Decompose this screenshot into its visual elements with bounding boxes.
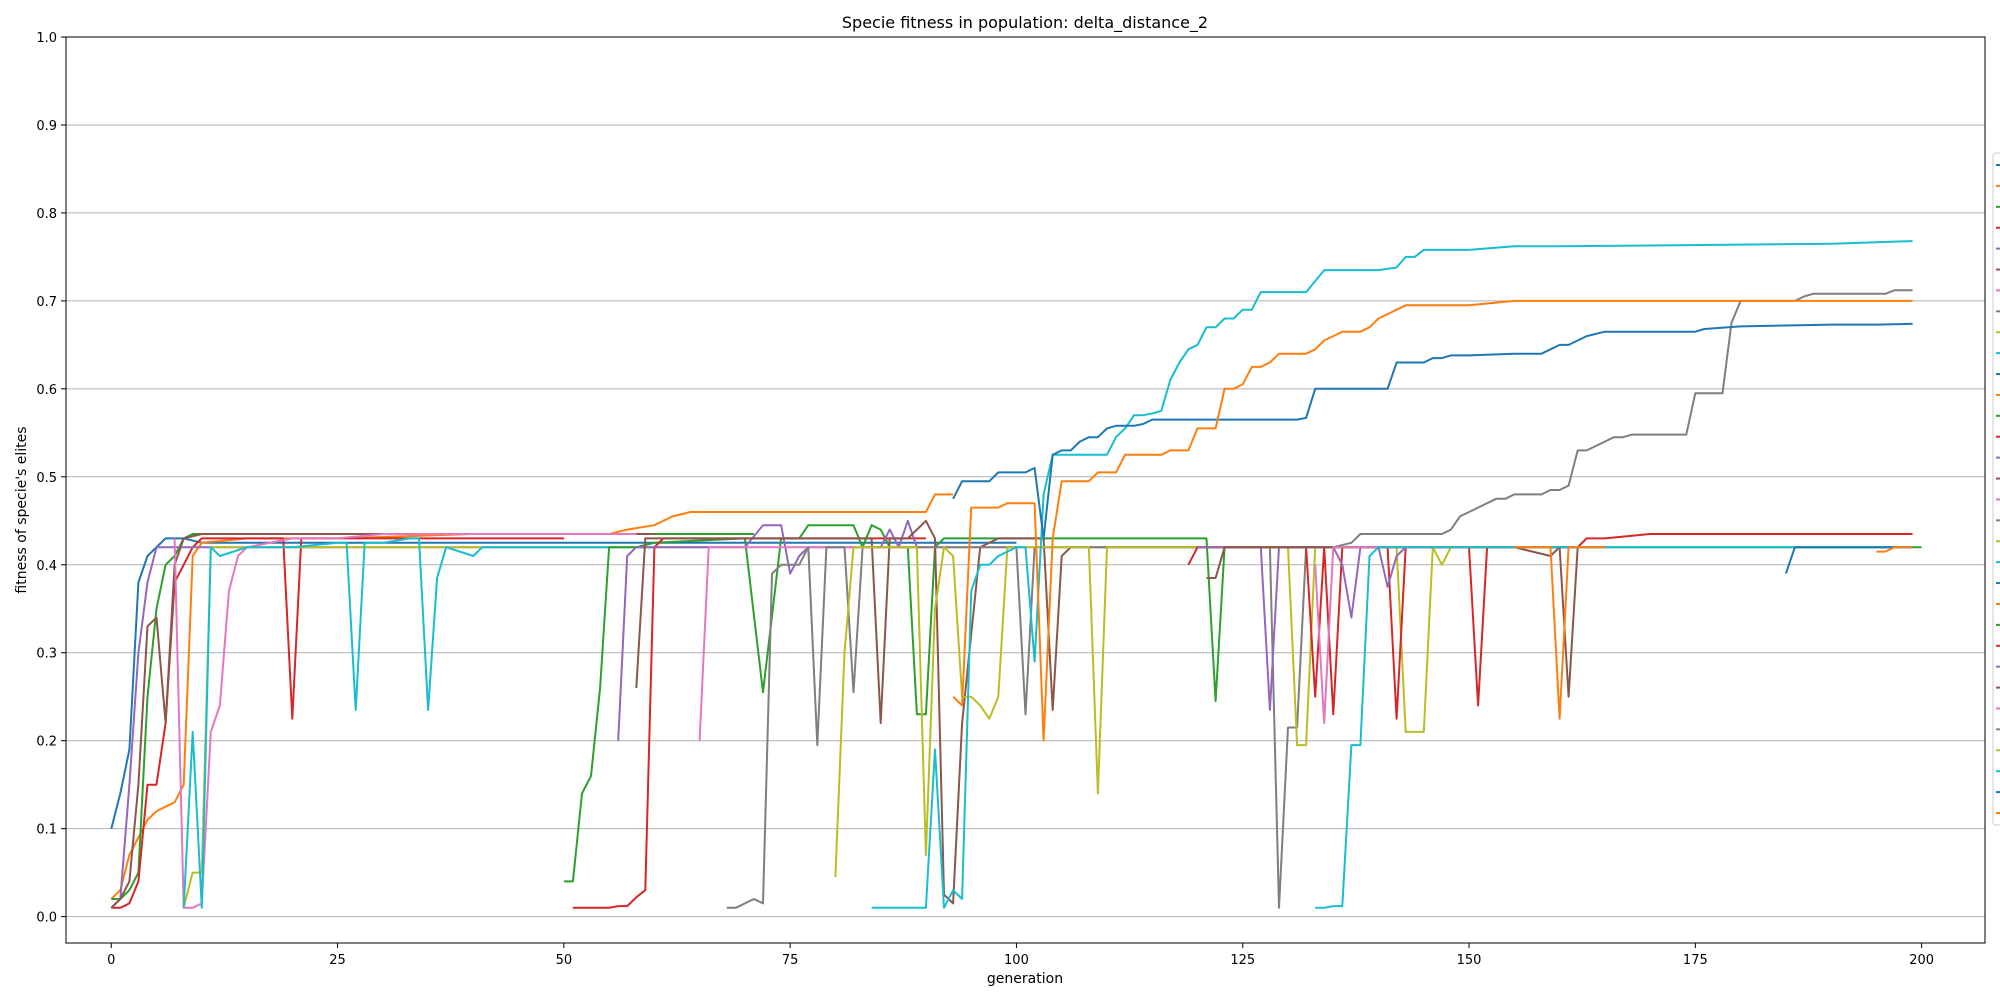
x-tick-label: 25	[329, 953, 346, 968]
gridlines	[66, 36, 1985, 918]
y-tick-label: 0.4	[36, 559, 57, 574]
y-tick-label: 0.3	[36, 647, 57, 662]
y-tick-label: 0.9	[36, 119, 57, 134]
x-tick-label: 75	[782, 953, 799, 968]
x-tick-label: 100	[1004, 953, 1029, 968]
y-tick-label: 0.6	[36, 383, 57, 398]
legend-box	[1992, 152, 2000, 826]
series-lines	[110, 240, 1922, 909]
plot-frame	[65, 36, 1986, 944]
series-line-17	[871, 240, 1913, 909]
series-line-3	[111, 533, 754, 900]
x-tick-label: 125	[1230, 953, 1255, 968]
legend	[1992, 152, 2000, 826]
series-line-25	[1514, 546, 1605, 720]
y-tick-label: 0.0	[36, 911, 57, 926]
y-axis-label: fitness of specie's elites	[14, 426, 30, 593]
chart-title: Specie fitness in population: delta_dist…	[842, 13, 1208, 33]
y-tick-label: 0.1	[36, 823, 57, 838]
series-line-9	[182, 537, 655, 909]
x-tick-label: 175	[1683, 953, 1708, 968]
x-tick-label: 200	[1909, 953, 1934, 968]
y-tick-label: 0.5	[36, 471, 57, 486]
series-line-22	[1206, 546, 1605, 698]
series-line-15	[726, 289, 1913, 909]
series-line-7	[173, 533, 637, 909]
series-line-8	[182, 546, 745, 909]
series-line-16	[834, 546, 1560, 878]
y-tick-label: 0.7	[36, 295, 57, 310]
y-tick-label: 0.8	[36, 207, 57, 222]
axes: 0.0 0.1 0.2 0.3 0.4 0.5 0.6 0.7 0.8 0.9 1.0 0 25 50 75…	[36, 31, 1986, 968]
series-line-6	[110, 533, 655, 909]
series-line-26	[1784, 546, 1913, 574]
x-tick-label: 50	[556, 953, 573, 968]
series-line-27	[1876, 546, 1913, 553]
y-tick-label: 0.2	[36, 735, 57, 750]
series-line-1	[110, 537, 1017, 829]
series-line-19	[952, 299, 1913, 742]
x-tick-label: 150	[1457, 953, 1482, 968]
x-tick-label: 0	[107, 953, 115, 968]
y-tick-label: 1.0	[36, 31, 57, 46]
series-line-13	[635, 519, 1198, 905]
series-line-18	[952, 322, 1913, 540]
x-axis-label: generation	[987, 971, 1063, 987]
